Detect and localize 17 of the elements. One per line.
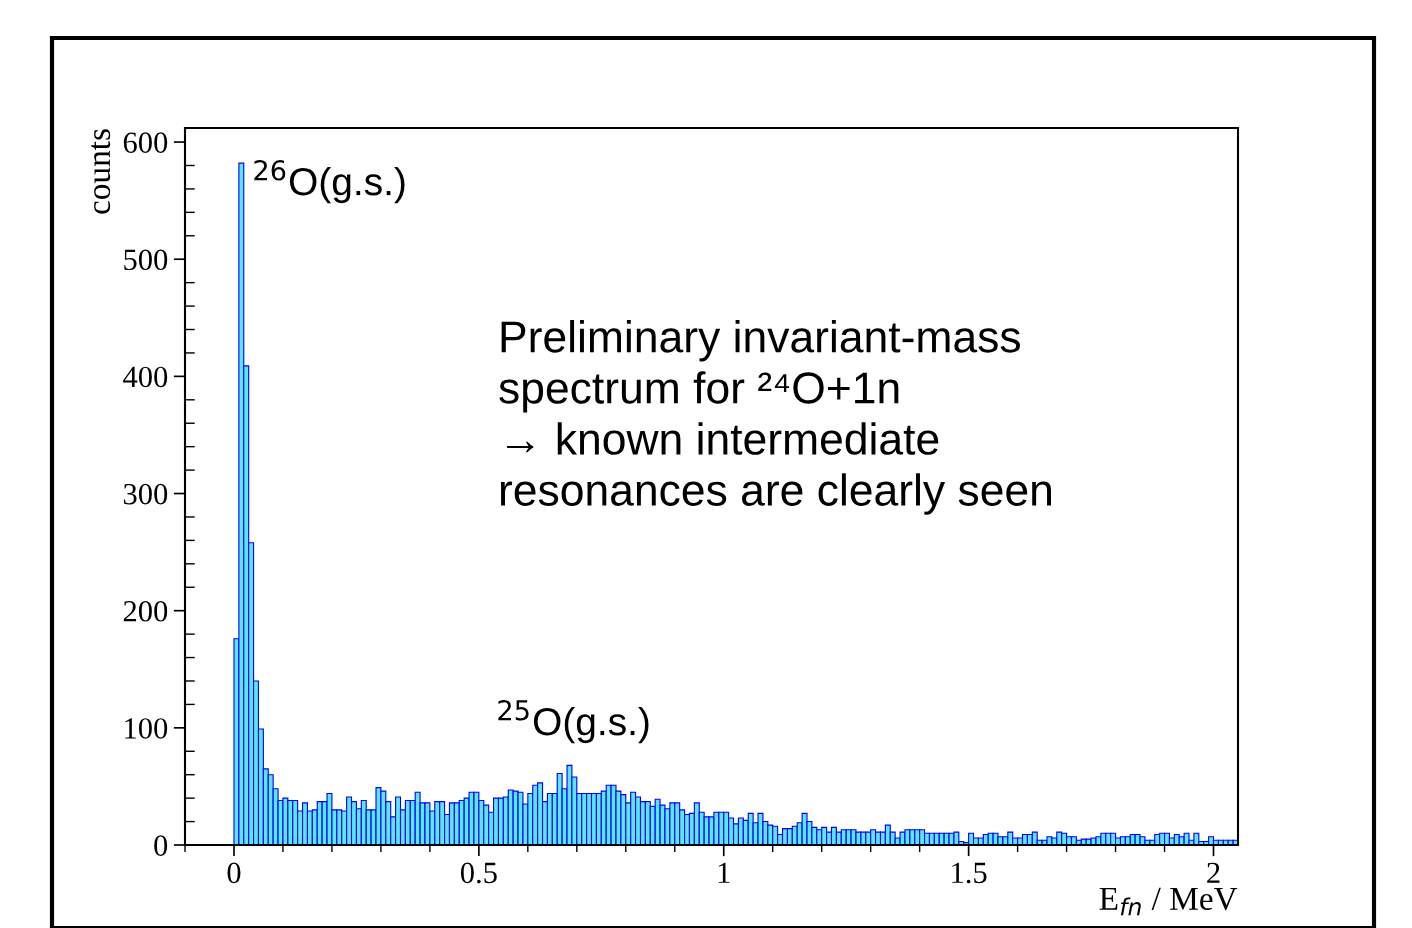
y-axis-title: counts bbox=[91, 129, 111, 214]
x-tick-label: 2 bbox=[1207, 862, 1220, 883]
x-tick-label: 1.5 bbox=[952, 862, 987, 884]
y-tick-label: 100 bbox=[125, 718, 168, 739]
annotation: Preliminary invariant-mass spectrum for ²⁴O+1n → known intermediate resonances are clearly seen bbox=[499, 320, 1051, 515]
x-tick-label: 1 bbox=[718, 862, 730, 883]
x-axis-title: E$_{fn}$ / MeV bbox=[1099, 887, 1238, 916]
y-tick-label: 200 bbox=[123, 600, 168, 622]
y-tick-label: 500 bbox=[124, 249, 168, 271]
x-tick-label: 0.5 bbox=[460, 862, 497, 884]
y-tick-label: 400 bbox=[123, 366, 168, 388]
y-tick-label: 600 bbox=[123, 132, 168, 153]
y-tick-label: 0 bbox=[154, 835, 168, 856]
y-tick-label: 300 bbox=[123, 483, 168, 505]
annotation: $^{26}$O(g.s.) bbox=[254, 160, 405, 204]
x-tick-label: 0 bbox=[227, 862, 241, 884]
annotation: $^{25}$O(g.s.) bbox=[498, 700, 649, 744]
